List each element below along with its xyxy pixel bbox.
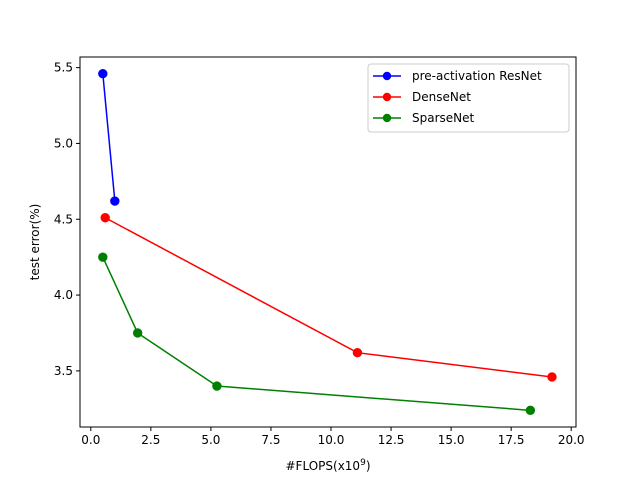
data-point-densenet xyxy=(352,347,363,358)
legend-box xyxy=(367,63,570,133)
legend-marker-sparsenet xyxy=(382,113,392,123)
series-line-sparsenet xyxy=(102,256,531,412)
x-tick-label: 0.0 xyxy=(81,433,100,447)
x-tick-label: 2.5 xyxy=(141,433,160,447)
y-tick-label: 3.5 xyxy=(54,364,73,378)
axes-frame xyxy=(79,56,577,428)
series-line-pre-activation-resnet xyxy=(102,73,116,202)
x-tick-label: 10.0 xyxy=(318,433,345,447)
legend-label-densenet: DenseNet xyxy=(412,90,471,104)
y-axis-label: test error(%) xyxy=(28,204,42,281)
y-tick-label: 5.0 xyxy=(54,136,73,150)
legend-marker-densenet xyxy=(382,92,392,102)
legend-label-sparsenet: SparseNet xyxy=(412,111,475,125)
data-point-sparsenet xyxy=(212,381,222,391)
data-point-sparsenet xyxy=(98,252,108,262)
legend-label-pre-activation-resnet: pre-activation ResNet xyxy=(412,69,542,83)
x-axis-label: #FLOPS(x109) xyxy=(286,458,371,473)
x-tick-label: 15.0 xyxy=(438,433,465,447)
x-tick-label: 7.5 xyxy=(261,433,280,447)
y-tick-label: 4.5 xyxy=(54,212,73,226)
x-tick-label: 17.5 xyxy=(498,433,525,447)
plot-markers xyxy=(98,68,557,416)
data-point-densenet xyxy=(100,213,110,223)
y-tick-label: 4.0 xyxy=(54,288,73,302)
y-tick-label: 5.5 xyxy=(54,61,73,75)
data-point-densenet xyxy=(547,372,557,382)
x-tick-label: 5.0 xyxy=(201,433,220,447)
data-point-sparsenet xyxy=(525,405,536,416)
legend: pre-activation ResNet DenseNet SparseNet xyxy=(367,63,570,133)
y-axis-ticks: 3.5 4.0 4.5 5.0 5.5 xyxy=(54,61,80,378)
x-tick-label: 12.5 xyxy=(378,433,405,447)
x-tick-label: 20.0 xyxy=(558,433,585,447)
data-point-pre-activation-resnet xyxy=(110,196,120,206)
x-axis-ticks: 0.0 2.5 5.0 7.5 10.0 12.5 15.0 17.5 20.0 xyxy=(81,427,585,447)
legend-marker-pre-activation-resnet xyxy=(382,71,392,81)
data-point-sparsenet xyxy=(132,328,143,338)
data-point-pre-activation-resnet xyxy=(98,68,108,79)
